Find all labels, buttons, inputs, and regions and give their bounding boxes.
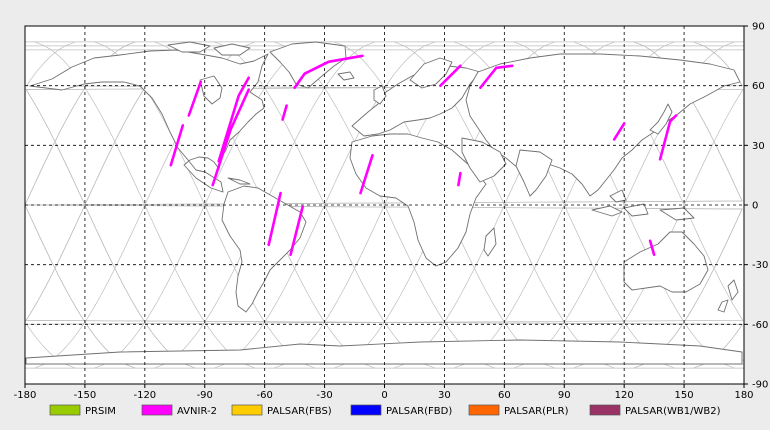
avnir2-swath-segment [479, 64, 514, 89]
x-tick-label: 0 [381, 390, 387, 401]
y-tick-label: 60 [752, 81, 765, 92]
x-tick-label: 120 [615, 390, 634, 401]
legend-label: PALSAR(PLR) [504, 406, 569, 417]
caribbean-outline [227, 177, 251, 185]
coastlines [25, 41, 743, 365]
avnir2-swath-segment [457, 171, 462, 187]
avnir2-swath-segment [187, 80, 203, 117]
madagascar-outline [483, 227, 497, 257]
x-tick-label: 150 [675, 390, 694, 401]
europe-outline [351, 65, 481, 137]
orbit-track [214, 41, 436, 369]
avnir2-swath-segment [267, 191, 282, 247]
x-tick-label: 60 [498, 390, 511, 401]
india-outline [515, 149, 553, 197]
scandinavia-outline [409, 57, 453, 89]
x-tick-label: -30 [316, 390, 332, 401]
legend-swatch [350, 404, 382, 416]
y-tick-label: 0 [752, 201, 758, 212]
avnir2-swath-segment [658, 114, 678, 161]
legend-swatch [468, 404, 500, 416]
y-tick-label: -30 [752, 260, 768, 271]
legend-label: PALSAR(WB1/WB2) [625, 406, 721, 417]
legend-swatch [49, 404, 81, 416]
arctic-islands-outline [167, 41, 251, 56]
x-tick-label: 180 [734, 390, 753, 401]
greenland-outline [269, 41, 347, 89]
avnir2-swath-segment [612, 122, 626, 141]
iceland-outline [337, 71, 355, 81]
hudson-bay-outline [199, 75, 223, 105]
x-tick-label: -60 [256, 390, 272, 401]
africa-outline [349, 133, 487, 267]
x-tick-label: 30 [438, 390, 451, 401]
x-tick-label: -120 [133, 390, 156, 401]
legend-swatch [231, 404, 263, 416]
x-tick-label: -150 [74, 390, 97, 401]
legend-label: PALSAR(FBD) [386, 406, 452, 417]
legend-label: PRSIM [85, 406, 116, 417]
legend-label: AVNIR-2 [177, 406, 217, 417]
legend-label: PALSAR(FBS) [267, 406, 332, 417]
legend-swatch [589, 404, 621, 416]
avnir2-swath-segment [217, 76, 250, 163]
y-tick-label: 90 [752, 22, 765, 33]
avnir2-swath-segment [281, 104, 288, 121]
australia-outline [623, 231, 709, 293]
y-tick-label: -60 [752, 320, 768, 331]
avnir2-swath-segment [293, 54, 364, 89]
orbit-track [34, 41, 256, 369]
avnir2-swaths [169, 54, 678, 256]
x-tick-label: -180 [14, 390, 37, 401]
avnir2-swath-segment [211, 88, 250, 187]
orbit-track [25, 41, 744, 369]
avnir2-swath-segment [439, 64, 462, 87]
japan-outline [649, 103, 673, 135]
y-tick-label: -90 [752, 380, 768, 391]
x-tick-label: -90 [197, 390, 213, 401]
orbit-track [274, 41, 495, 369]
south-america-outline [221, 185, 307, 313]
axis-ticks: -180 -150 -120 -90 -60 -30 0 30 60 90 120 150 180 90 6… [14, 22, 769, 402]
y-tick-label: 30 [752, 141, 765, 152]
avnir2-swath-segment [648, 239, 656, 256]
new-zealand-outline [717, 279, 739, 313]
avnir2-swath-segment [359, 154, 374, 195]
uk-outline [373, 85, 387, 105]
legend-swatch [141, 404, 173, 416]
x-tick-label: 90 [558, 390, 571, 401]
avnir2-swath-segment [169, 124, 185, 167]
legend: PRSIM AVNIR-2 PALSAR(FBS) PALSAR(FBD) PALSAR… [49, 404, 721, 417]
avnir2-swath-segment [289, 205, 304, 256]
